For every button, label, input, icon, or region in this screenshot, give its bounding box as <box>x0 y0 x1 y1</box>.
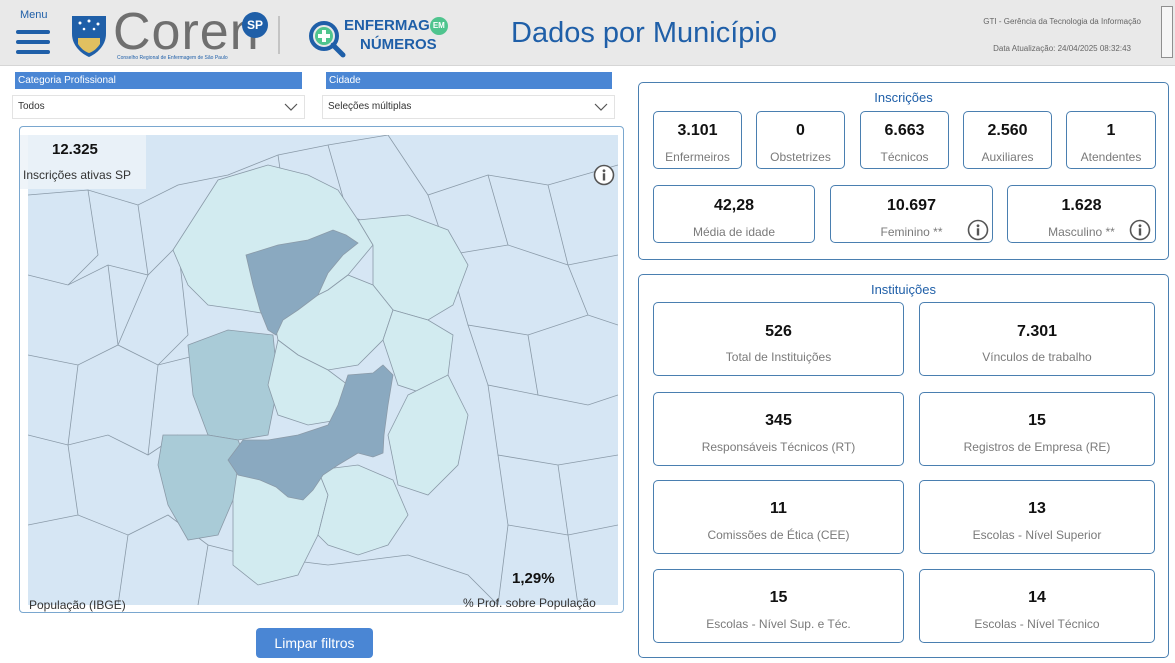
kpi-total-instituicoes[interactable]: 526 Total de Instituições <box>653 302 904 376</box>
menu-label: Menu <box>20 9 48 21</box>
kpi-label: Atendentes <box>1080 150 1142 164</box>
magnifier-plus-icon <box>309 21 346 58</box>
kpi-value: 6.663 <box>884 122 925 139</box>
kpi-label: Masculino ** <box>1048 225 1115 239</box>
kpi-label: Auxiliares <box>981 150 1034 164</box>
kpi-label: Média de idade <box>692 225 776 239</box>
kpi-media-idade[interactable]: 42,28 Média de idade <box>653 185 815 243</box>
update-timestamp: Data Atualização: 24/04/2025 08:32:43 <box>993 44 1131 53</box>
kpi-value: 13 <box>1028 500 1046 517</box>
pct-label: % Prof. sobre População <box>463 596 596 610</box>
coren-shield-icon <box>72 16 106 57</box>
kpi-value: 345 <box>765 412 792 429</box>
coren-logo-subtitle: Conselho Regional de Enfermagem de São P… <box>117 55 228 61</box>
kpi-label: Escolas - Nível Sup. e Téc. <box>706 617 851 631</box>
categoria-filter-label: Categoria Profissional <box>15 72 302 89</box>
map-borders <box>28 135 618 605</box>
em-badge: EM <box>429 17 448 36</box>
hamburger-menu-icon[interactable] <box>16 30 50 56</box>
municipality-map[interactable] <box>28 135 618 605</box>
kpi-value: 3.101 <box>677 122 718 139</box>
kpi-label: Registros de Empresa (RE) <box>963 440 1111 454</box>
info-icon[interactable] <box>967 219 989 241</box>
chevron-down-icon <box>284 103 298 111</box>
kpi-value: 0 <box>796 122 805 139</box>
kpi-escolas-superior[interactable]: 13 Escolas - Nível Superior <box>919 480 1155 554</box>
kpi-value: 2.560 <box>987 122 1028 139</box>
map-region <box>157 164 469 586</box>
pct-value: 1,29% <box>512 570 555 587</box>
kpi-value: 7.301 <box>1016 323 1058 340</box>
chevron-down-icon <box>594 103 608 111</box>
enfermagem-title: ENFERMAG EM <box>344 17 448 36</box>
kpi-value: 1 <box>1106 122 1116 139</box>
cidade-dropdown-value: Seleções múltiplas <box>328 101 412 112</box>
kpi-label: Responsáveis Técnicos (RT) <box>701 440 856 454</box>
kpi-escolas-sup-tec[interactable]: 15 Escolas - Nível Sup. e Téc. <box>653 569 904 643</box>
kpi-label: Total de Instituições <box>725 350 832 364</box>
inscricoes-title: Inscrições <box>874 90 933 105</box>
page-title: Dados por Município <box>511 17 777 49</box>
kpi-registros-empresa[interactable]: 15 Registros de Empresa (RE) <box>919 392 1155 466</box>
kpi-auxiliares[interactable]: 2.560 Auxiliares <box>963 111 1052 169</box>
coren-logo-text: Coren <box>113 3 260 61</box>
kpi-label: Escolas - Nível Técnico <box>974 617 1100 631</box>
info-icon[interactable] <box>1129 219 1151 241</box>
kpi-label: Comissões de Ética (CEE) <box>707 528 850 542</box>
kpi-value: 526 <box>765 323 792 340</box>
map-total-overlay <box>20 135 146 189</box>
numeros-title: NÚMEROS <box>360 36 437 53</box>
kpi-value: 10.697 <box>887 197 936 214</box>
kpi-atendentes[interactable]: 1 Atendentes <box>1066 111 1156 169</box>
scrollbar[interactable] <box>1161 6 1173 58</box>
kpi-label: Vínculos de trabalho <box>982 350 1092 364</box>
map-total-label: Inscrições ativas SP <box>23 168 132 182</box>
kpi-value: 15 <box>769 589 788 606</box>
instituicoes-title: Instituições <box>870 282 937 297</box>
kpi-value: 15 <box>1028 412 1046 429</box>
kpi-tecnicos[interactable]: 6.663 Técnicos <box>860 111 949 169</box>
kpi-masculino[interactable]: 1.628 Masculino ** <box>1007 185 1156 243</box>
logo-divider <box>278 16 280 54</box>
header-bar: Menu Coren SP Conselho Regional de Enfer… <box>0 0 1175 66</box>
kpi-value: 42,28 <box>713 197 755 214</box>
categoria-dropdown[interactable]: Todos <box>12 95 305 119</box>
map-panel: 12.325 Inscrições ativas SP População (I… <box>19 126 624 613</box>
categoria-dropdown-value: Todos <box>18 101 45 112</box>
kpi-label: Feminino ** <box>880 225 943 239</box>
kpi-escolas-tecnico[interactable]: 14 Escolas - Nível Técnico <box>919 569 1155 643</box>
kpi-value: 11 <box>770 500 787 517</box>
kpi-label: Enfermeiros <box>665 150 730 164</box>
kpi-responsaveis-tecnicos[interactable]: 345 Responsáveis Técnicos (RT) <box>653 392 904 466</box>
cidade-filter-label: Cidade <box>326 72 612 89</box>
kpi-feminino[interactable]: 10.697 Feminino ** <box>830 185 993 243</box>
kpi-comissoes-etica[interactable]: 11 Comissões de Ética (CEE) <box>653 480 904 554</box>
kpi-enfermeiros[interactable]: 3.101 Enfermeiros <box>653 111 742 169</box>
kpi-vinculos[interactable]: 7.301 Vínculos de trabalho <box>919 302 1155 376</box>
clear-filters-button[interactable]: Limpar filtros <box>256 628 373 658</box>
kpi-value: 1.628 <box>1061 197 1102 214</box>
info-icon[interactable] <box>593 164 615 186</box>
kpi-label: Técnicos <box>880 150 929 164</box>
kpi-label: Obstetrizes <box>770 150 831 164</box>
map-total-value: 12.325 <box>52 141 98 158</box>
population-label: População (IBGE) <box>29 598 126 612</box>
kpi-obstetrizes[interactable]: 0 Obstetrizes <box>756 111 845 169</box>
cidade-dropdown[interactable]: Seleções múltiplas <box>322 95 615 119</box>
kpi-label: Escolas - Nível Superior <box>972 528 1102 542</box>
gti-label: GTI - Gerência da Tecnologia da Informaç… <box>983 17 1141 26</box>
coren-sp-badge: SP <box>242 12 268 38</box>
kpi-value: 14 <box>1028 589 1046 606</box>
